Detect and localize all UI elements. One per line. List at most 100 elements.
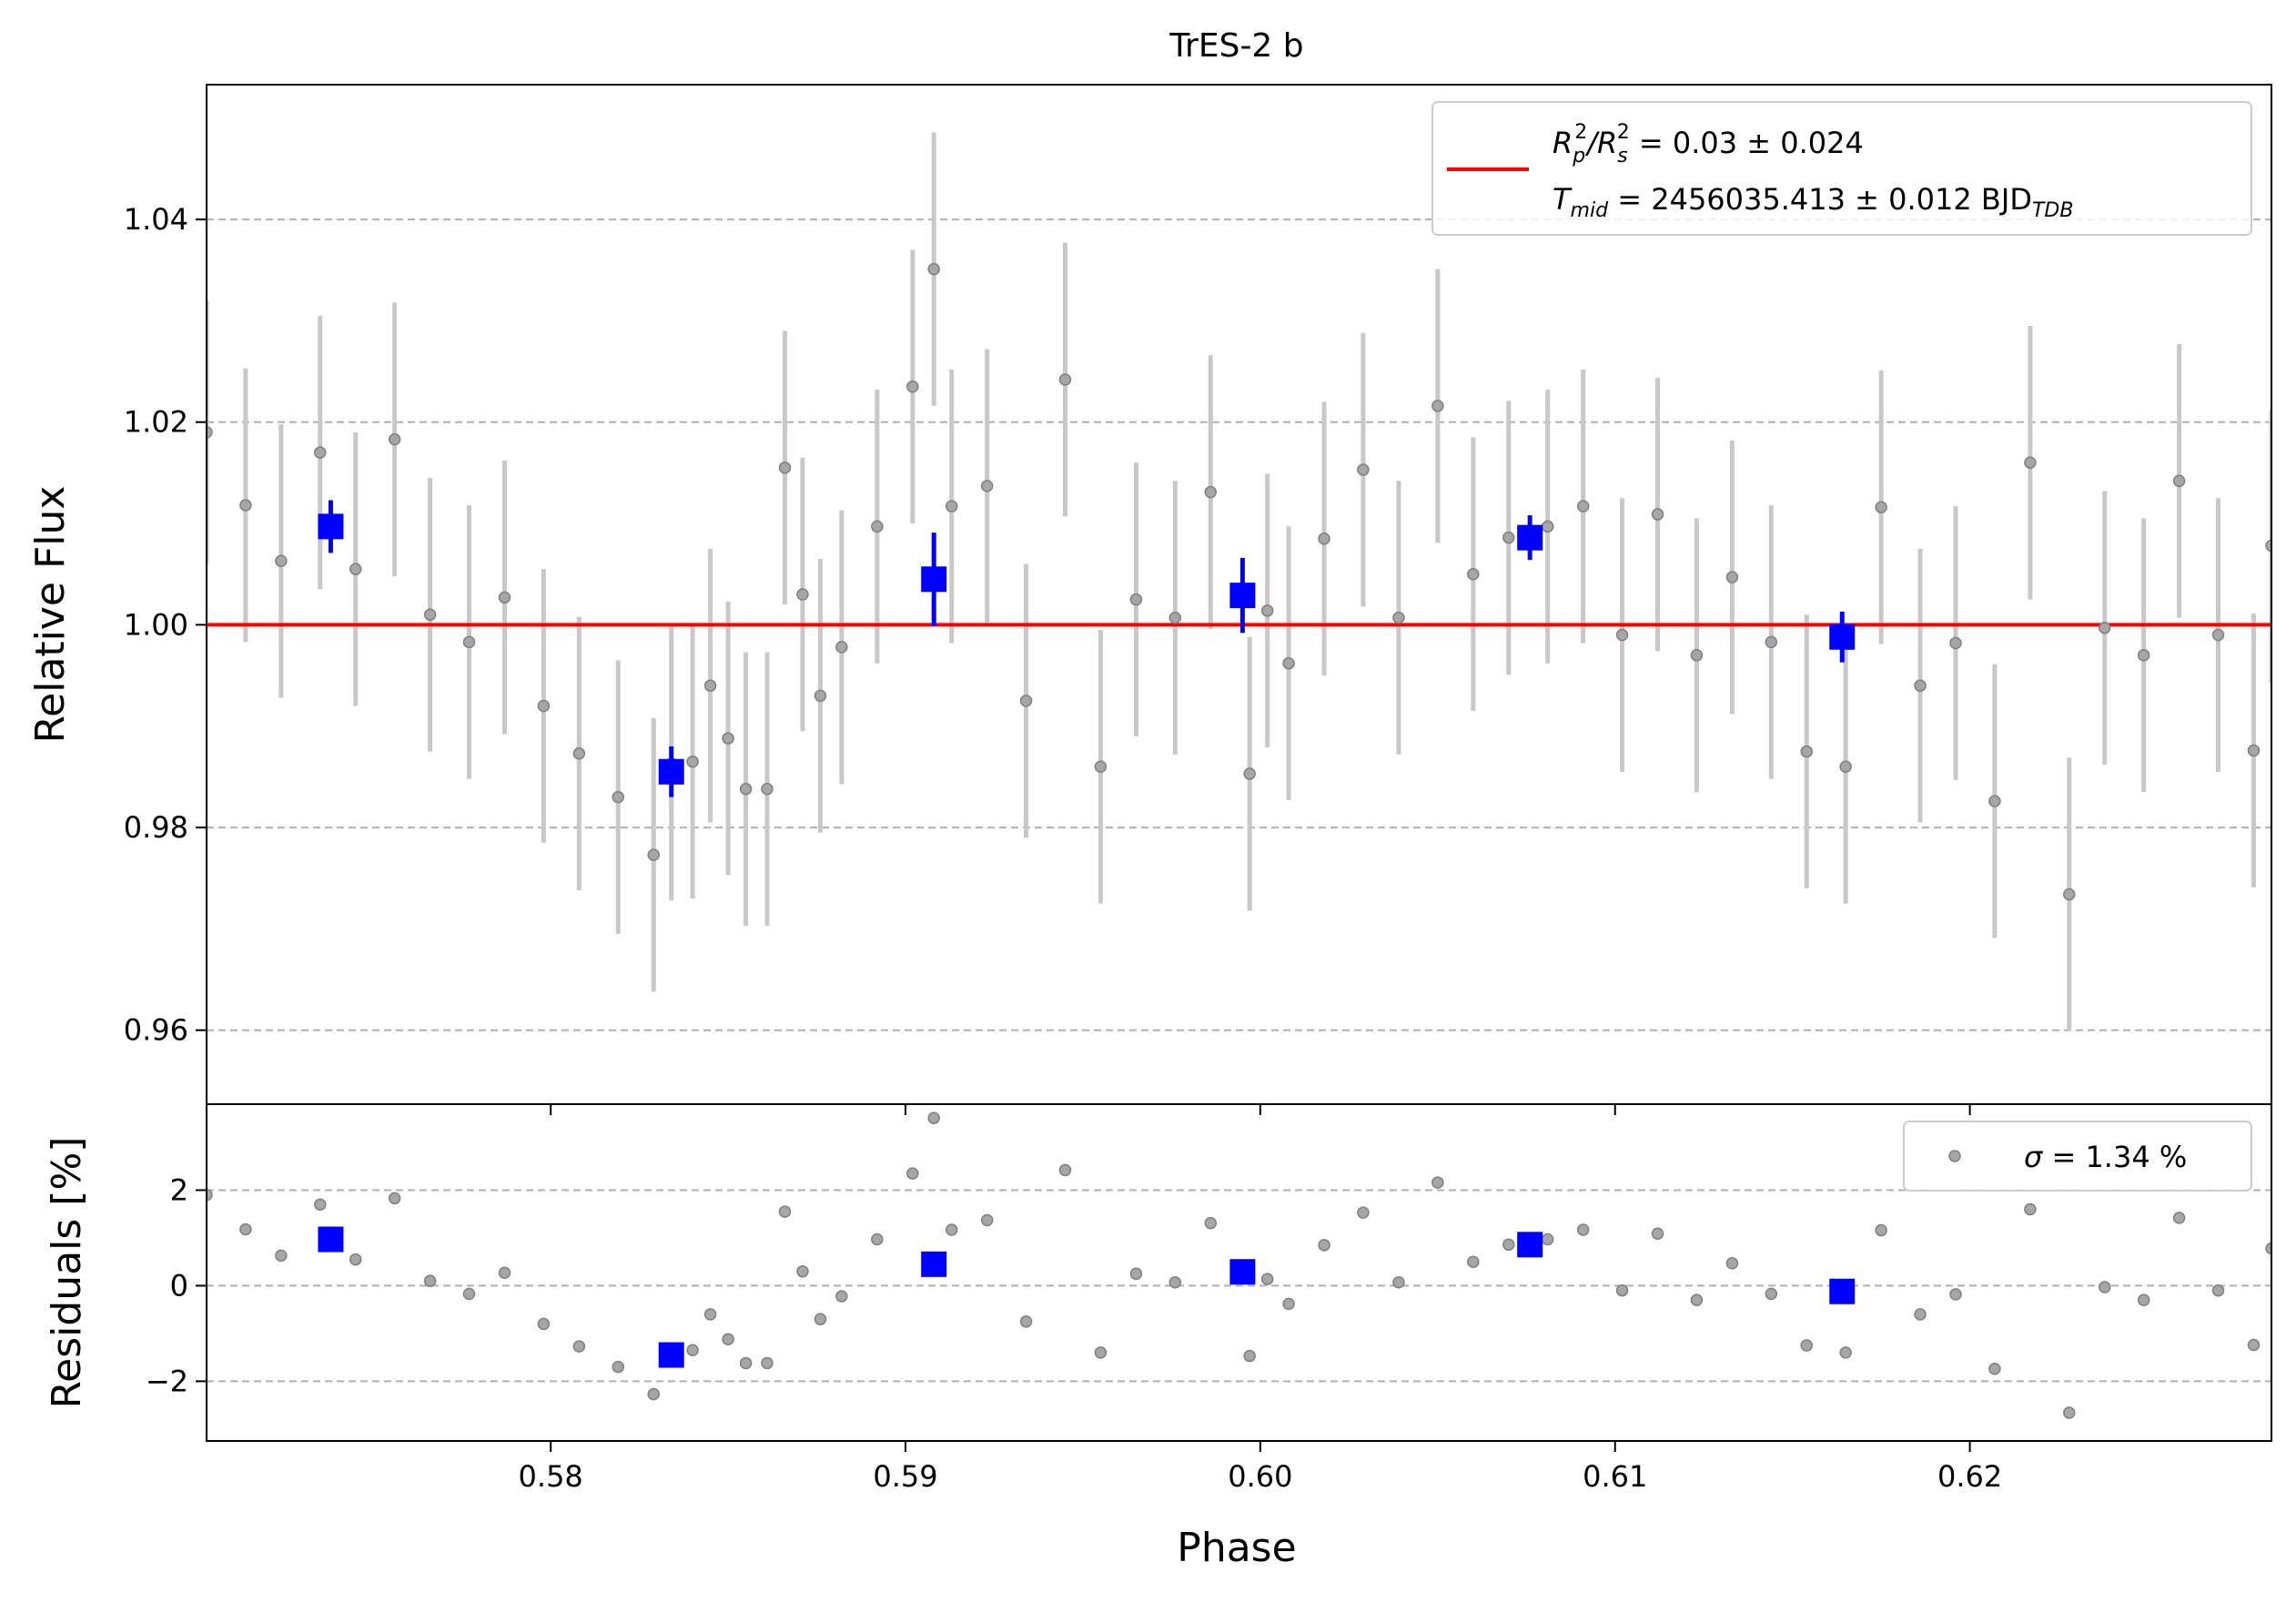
residual-point	[647, 1387, 660, 1401]
residual-point	[1765, 1287, 1778, 1301]
residual-point	[462, 1287, 476, 1301]
residual-x-ticks: 0.58 0.59 0.60 0.61 0.62	[519, 1441, 2002, 1494]
legend-entry-radius-ratio: Rp2/Rs2 = 0.03 ± 0.024	[1553, 121, 1864, 167]
raw-point	[2063, 888, 2076, 901]
residual-point	[761, 1356, 774, 1370]
residual-point	[2247, 1338, 2261, 1352]
raw-point	[1725, 571, 1739, 583]
residual-point	[1058, 1163, 1072, 1177]
main-y-tick-label: 1.00	[124, 607, 188, 642]
residual-point	[207, 1188, 213, 1202]
binned-point	[658, 758, 684, 785]
residual-point	[2063, 1406, 2076, 1419]
residual-point	[945, 1223, 958, 1236]
raw-point	[1357, 463, 1370, 476]
residual-point	[314, 1198, 327, 1211]
residual-point	[927, 1111, 940, 1124]
raw-point	[1576, 500, 1590, 512]
raw-point	[349, 563, 362, 575]
raw-point	[1690, 649, 1704, 662]
residual-point	[498, 1266, 511, 1280]
residual-point	[572, 1340, 586, 1353]
raw-point	[835, 641, 848, 654]
raw-point	[572, 747, 586, 760]
residual-point	[1431, 1176, 1444, 1189]
main-y-tick-label: 0.98	[124, 810, 188, 845]
main-y-axis-label: Relative Flux	[27, 486, 74, 744]
raw-point	[796, 588, 809, 601]
raw-point	[1875, 501, 1887, 514]
residual-point	[1243, 1349, 1256, 1363]
residual-point	[1129, 1267, 1143, 1281]
residual-point	[1168, 1276, 1182, 1289]
residual-point	[1094, 1346, 1108, 1359]
raw-point	[2247, 744, 2261, 757]
residual-point	[1690, 1294, 1704, 1306]
raw-point	[2099, 621, 2111, 634]
residual-point	[1318, 1239, 1330, 1252]
residual-point	[1260, 1273, 1274, 1285]
raw-point	[980, 480, 994, 492]
residual-y-ticks: −2 0 2	[146, 1172, 207, 1398]
raw-point	[722, 732, 734, 745]
residual-raw-points	[207, 1111, 2271, 1419]
raw-point	[1094, 760, 1108, 774]
residual-point	[1839, 1346, 1852, 1359]
binned-point	[1229, 583, 1256, 609]
residual-point	[1576, 1223, 1590, 1236]
residual-point	[814, 1313, 827, 1325]
residual-point	[686, 1344, 699, 1357]
binned-point	[318, 513, 344, 540]
residual-point	[722, 1333, 734, 1345]
main-y-tick-label: 1.02	[124, 405, 188, 440]
raw-point	[2265, 539, 2271, 553]
raw-point	[1800, 745, 1814, 758]
raw-point	[537, 699, 551, 713]
raw-point	[1168, 611, 1182, 624]
residual-legend: σ = 1.34 %	[1903, 1121, 2252, 1192]
raw-point	[2172, 474, 2186, 488]
residual-point	[1615, 1283, 1629, 1297]
raw-point	[1949, 636, 1962, 650]
residual-point	[1502, 1238, 1515, 1252]
residual-point	[1914, 1308, 1927, 1321]
residual-point	[796, 1264, 809, 1278]
raw-point	[1988, 795, 2001, 807]
residual-point	[739, 1356, 753, 1370]
main-y-ticks: 0.96 0.98 1.00 1.02 1.04	[124, 202, 1971, 1115]
residual-point	[2137, 1294, 2150, 1306]
residual-point	[1392, 1276, 1405, 1289]
residual-point	[1800, 1339, 1814, 1352]
residual-point	[423, 1274, 437, 1287]
residual-panel: −202 0.58 0.59 0.60 0.61 0.62 Residuals [%] …	[44, 1103, 2272, 1571]
main-raw-points	[207, 262, 2271, 901]
legend-entry-sigma: σ = 1.34 %	[2024, 1140, 2187, 1174]
raw-point	[647, 848, 660, 861]
residual-binned-point	[1229, 1259, 1256, 1285]
legend-residual-marker	[1948, 1150, 1961, 1162]
raw-point	[1243, 767, 1256, 780]
residual-point	[275, 1249, 288, 1263]
raw-point	[814, 689, 827, 703]
residual-y-tick-label: 2	[170, 1172, 188, 1207]
residual-binned-point	[1517, 1232, 1543, 1258]
raw-point	[1392, 611, 1405, 624]
chart-title: TrES-2 b	[1168, 27, 1303, 65]
raw-point	[761, 783, 774, 796]
residual-point	[2024, 1202, 2037, 1216]
residual-point	[835, 1290, 848, 1303]
residual-point	[778, 1205, 792, 1218]
raw-point	[207, 426, 213, 439]
raw-point	[388, 432, 401, 446]
binned-point	[921, 566, 947, 593]
residual-point	[1204, 1216, 1218, 1230]
residual-point	[537, 1317, 551, 1331]
residual-point	[2099, 1281, 2111, 1294]
raw-point	[871, 520, 884, 533]
residual-point	[871, 1233, 884, 1246]
residual-point	[2265, 1242, 2271, 1255]
residual-point	[906, 1167, 919, 1180]
residual-point	[1725, 1257, 1739, 1270]
residual-point	[239, 1223, 252, 1236]
raw-point	[686, 755, 699, 768]
